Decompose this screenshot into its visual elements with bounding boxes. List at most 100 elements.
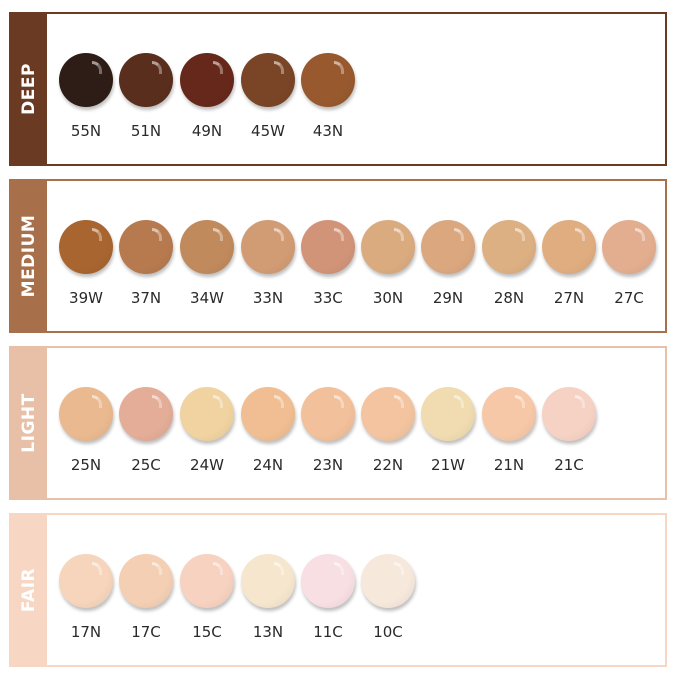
shade-swatch [180,554,234,608]
shade-item: 21C [539,387,599,474]
shade-swatch [59,220,113,274]
shade-name: 21W [431,456,465,474]
shade-name: 10C [373,623,403,641]
shade-item: 17C [116,554,176,641]
shade-name: 27N [553,289,585,307]
shade-swatch [482,387,536,441]
shade-swatch [59,387,113,441]
shade-swatch [361,387,415,441]
shade-item: 43N [298,53,358,140]
shade-name: 17C [131,623,161,641]
shade-name: 22N [372,456,404,474]
shade-item: 15C [177,554,237,641]
shade-item: 30N [358,220,418,307]
shade-swatch [119,53,173,107]
shade-name: 23N [312,456,344,474]
shade-item: 33C [298,220,358,307]
group-label: LIGHT [19,393,39,453]
shade-item: 45W [238,53,298,140]
shade-name: 21N [493,456,525,474]
shade-swatch [119,554,173,608]
shade-swatch [301,387,355,441]
shade-item: 23N [298,387,358,474]
shade-swatch [602,220,656,274]
shade-name: 24N [252,456,284,474]
shade-item: 37N [116,220,176,307]
shade-name: 27C [614,289,644,307]
shade-item: 24N [238,387,298,474]
shade-item: 13N [238,554,298,641]
shade-swatch [180,53,234,107]
shade-swatch [421,387,475,441]
shade-name: 28N [493,289,525,307]
shade-group-fair: FAIR 17N 17C 15C 13N 11C 10C [9,513,667,667]
group-band: FAIR [11,515,47,665]
shade-swatch [542,387,596,441]
shade-swatch [59,554,113,608]
shade-name: 11C [313,623,343,641]
shade-swatch [421,220,475,274]
shade-swatch [301,554,355,608]
shade-item: 22N [358,387,418,474]
shade-item: 39W [56,220,116,307]
shade-swatch [241,554,295,608]
shade-swatch [119,387,173,441]
shade-swatch [542,220,596,274]
shade-name: 37N [130,289,162,307]
shade-name: 29N [432,289,464,307]
shade-item: 21W [418,387,478,474]
shade-item: 28N [479,220,539,307]
shade-swatch [361,220,415,274]
shade-name: 51N [130,122,162,140]
shade-name: 17N [70,623,102,641]
shade-swatch [241,387,295,441]
shade-item: 25C [116,387,176,474]
shade-name: 39W [69,289,103,307]
shade-group-medium: MEDIUM 39W 37N 34W 33N 33C 30N 29N 28N 27N 27C [9,179,667,333]
shade-group-light: LIGHT 25N 25C 24W 24N 23N 22N 21W 21N 21C [9,346,667,500]
shade-item: 51N [116,53,176,140]
shade-name: 21C [554,456,584,474]
shade-item: 27C [599,220,659,307]
shade-swatch [482,220,536,274]
shade-item: 33N [238,220,298,307]
shade-name: 30N [372,289,404,307]
shade-name: 45W [251,122,285,140]
group-band: DEEP [11,14,47,164]
shade-swatch [361,554,415,608]
group-label: DEEP [19,63,39,115]
shade-swatch [241,220,295,274]
shade-name: 33N [252,289,284,307]
group-band: MEDIUM [11,181,47,331]
shade-swatch [241,53,295,107]
shade-name: 43N [312,122,344,140]
shade-name: 13N [252,623,284,641]
shade-name: 33C [313,289,343,307]
shade-group-deep: DEEP 55N 51N 49N 45W 43N [9,12,667,166]
shade-swatch [301,220,355,274]
shade-item: 25N [56,387,116,474]
shade-item: 29N [418,220,478,307]
group-label: FAIR [19,567,39,613]
shade-item: 55N [56,53,116,140]
shade-swatch [119,220,173,274]
shade-swatch [301,53,355,107]
shade-item: 17N [56,554,116,641]
shade-item: 34W [177,220,237,307]
shade-name: 55N [70,122,102,140]
shade-name: 24W [190,456,224,474]
group-band: LIGHT [11,348,47,498]
shade-swatch [180,220,234,274]
shade-item: 10C [358,554,418,641]
shade-name: 15C [192,623,222,641]
shade-item: 21N [479,387,539,474]
shade-item: 11C [298,554,358,641]
shade-name: 34W [190,289,224,307]
shade-swatch [59,53,113,107]
shade-item: 49N [177,53,237,140]
shade-name: 49N [191,122,223,140]
shade-swatch [180,387,234,441]
shade-item: 24W [177,387,237,474]
group-label: MEDIUM [19,214,39,298]
shade-name: 25N [70,456,102,474]
